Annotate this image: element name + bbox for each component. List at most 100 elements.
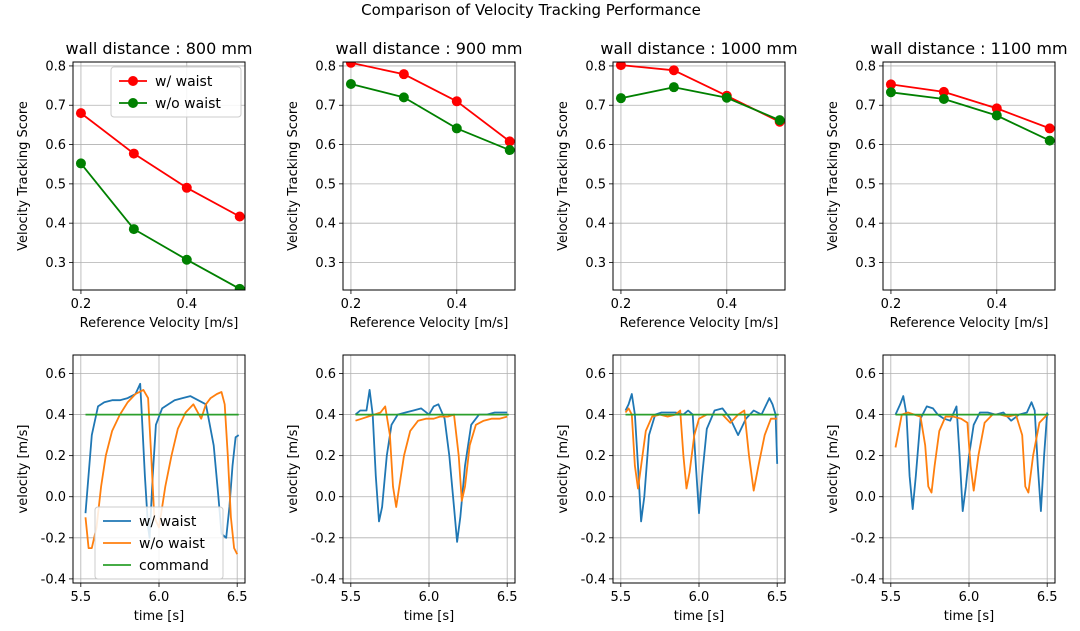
- legend-label: command: [139, 558, 209, 574]
- series-line-2: [620, 86, 781, 122]
- x-axis-label: time [s]: [944, 609, 994, 624]
- data-point: [451, 96, 462, 107]
- y-axis-label: velocity [m/s]: [826, 425, 841, 514]
- data-point: [75, 158, 86, 169]
- y-axis-label: Velocity Tracking Score: [556, 101, 571, 251]
- legend-marker: [128, 76, 138, 86]
- y-axis-label: velocity [m/s]: [286, 425, 301, 514]
- x-tick-label: 0.2: [341, 297, 362, 312]
- plot-frame: [612, 354, 786, 584]
- y-tick-label: 0.6: [585, 138, 606, 153]
- series-line-2: [890, 91, 1051, 142]
- x-tick-label: 6.0: [689, 590, 710, 605]
- y-tick-label: 0.5: [855, 177, 876, 192]
- chart-5: 5.5 6.0 6.5 -0.4 -0.2 0.0 0.2 0.4 0.6 time [s] vel…: [16, 354, 248, 624]
- y-tick-label: -0.2: [41, 531, 66, 546]
- data-point: [504, 145, 515, 156]
- y-tick-label: 0.4: [855, 408, 876, 423]
- x-tick-label: 6.5: [1037, 590, 1058, 605]
- data-point: [75, 108, 86, 119]
- series-line-2: [350, 83, 511, 151]
- x-tick-label: 6.0: [419, 590, 440, 605]
- x-tick-label: 0.2: [881, 297, 902, 312]
- y-tick-label: 0.6: [315, 367, 336, 382]
- data-point: [721, 92, 732, 103]
- data-point: [615, 62, 626, 71]
- chart-title: wall distance : 1000 mm: [600, 39, 797, 58]
- x-axis-label: time [s]: [674, 609, 724, 624]
- y-tick-label: 0.2: [585, 449, 606, 464]
- data-point: [991, 110, 1002, 121]
- data-point: [345, 62, 356, 68]
- y-tick-label: 0.8: [585, 59, 606, 74]
- y-tick-label: 0.6: [855, 367, 876, 382]
- data-point: [885, 79, 896, 90]
- data-point: [128, 148, 139, 159]
- chart-title: wall distance : 800 mm: [65, 39, 252, 58]
- y-tick-label: 0.6: [45, 367, 66, 382]
- data-point: [1044, 123, 1055, 134]
- x-tick-label: 5.5: [880, 590, 901, 605]
- x-tick-label: 6.5: [227, 590, 248, 605]
- x-tick-label: 0.2: [71, 297, 92, 312]
- series-line-1: [350, 62, 511, 143]
- y-axis-label: velocity [m/s]: [556, 425, 571, 514]
- legend-label: w/ waist: [155, 74, 213, 90]
- plot-frame: [882, 354, 1056, 584]
- data-point: [885, 87, 896, 98]
- legend-box: [110, 66, 242, 118]
- x-axis-label: time [s]: [404, 609, 454, 624]
- legend: w/ waist w/o waist: [110, 66, 242, 118]
- y-tick-label: 0.0: [45, 490, 66, 505]
- y-tick-label: 0.2: [315, 449, 336, 464]
- data-point: [504, 136, 515, 147]
- y-tick-label: 0.0: [585, 490, 606, 505]
- data-point: [991, 103, 1002, 114]
- data-point: [1044, 135, 1055, 146]
- data-point: [615, 93, 626, 104]
- data-point: [398, 69, 409, 80]
- y-tick-label: -0.4: [311, 572, 336, 587]
- legend-marker: [128, 98, 138, 108]
- series-line-2: [624, 407, 778, 492]
- series-line-2: [355, 405, 508, 508]
- plot-frame: [72, 61, 246, 291]
- x-axis-label: time [s]: [134, 609, 184, 624]
- y-tick-label: 0.6: [315, 138, 336, 153]
- x-tick-label: 0.4: [176, 297, 197, 312]
- chart-title: wall distance : 900 mm: [335, 39, 522, 58]
- y-tick-label: 0.5: [585, 177, 606, 192]
- chart-6: 5.5 6.0 6.5 -0.4 -0.2 0.0 0.2 0.4 0.6 time [s] vel…: [286, 354, 518, 624]
- x-axis-label: Reference Velocity [m/s]: [80, 316, 239, 331]
- x-tick-label: 0.4: [446, 297, 467, 312]
- legend-label: w/ waist: [139, 514, 197, 530]
- y-tick-label: 0.7: [315, 99, 336, 114]
- y-tick-label: -0.2: [581, 531, 606, 546]
- plot-frame: [342, 61, 516, 291]
- data-point: [128, 224, 139, 235]
- data-point: [668, 82, 679, 93]
- series-line-2: [80, 162, 241, 290]
- data-point: [398, 92, 409, 103]
- data-point: [668, 65, 679, 76]
- y-axis-label: Velocity Tracking Score: [16, 101, 31, 251]
- plot-frame: [882, 61, 1056, 291]
- x-axis-label: Reference Velocity [m/s]: [350, 316, 509, 331]
- y-tick-label: 0.6: [585, 367, 606, 382]
- y-tick-label: 0.4: [585, 408, 606, 423]
- data-point: [938, 93, 949, 104]
- y-tick-label: 0.2: [45, 449, 66, 464]
- y-tick-label: 0.6: [855, 138, 876, 153]
- data-point: [451, 123, 462, 134]
- data-point: [181, 182, 192, 193]
- y-axis-label: Velocity Tracking Score: [826, 101, 841, 251]
- x-tick-label: 0.4: [986, 297, 1007, 312]
- x-axis-label: Reference Velocity [m/s]: [890, 316, 1049, 331]
- y-axis-label: velocity [m/s]: [16, 425, 31, 514]
- chart-title: wall distance : 1100 mm: [870, 39, 1067, 58]
- series-line-2: [894, 411, 1048, 494]
- legend-label: w/o waist: [139, 536, 205, 552]
